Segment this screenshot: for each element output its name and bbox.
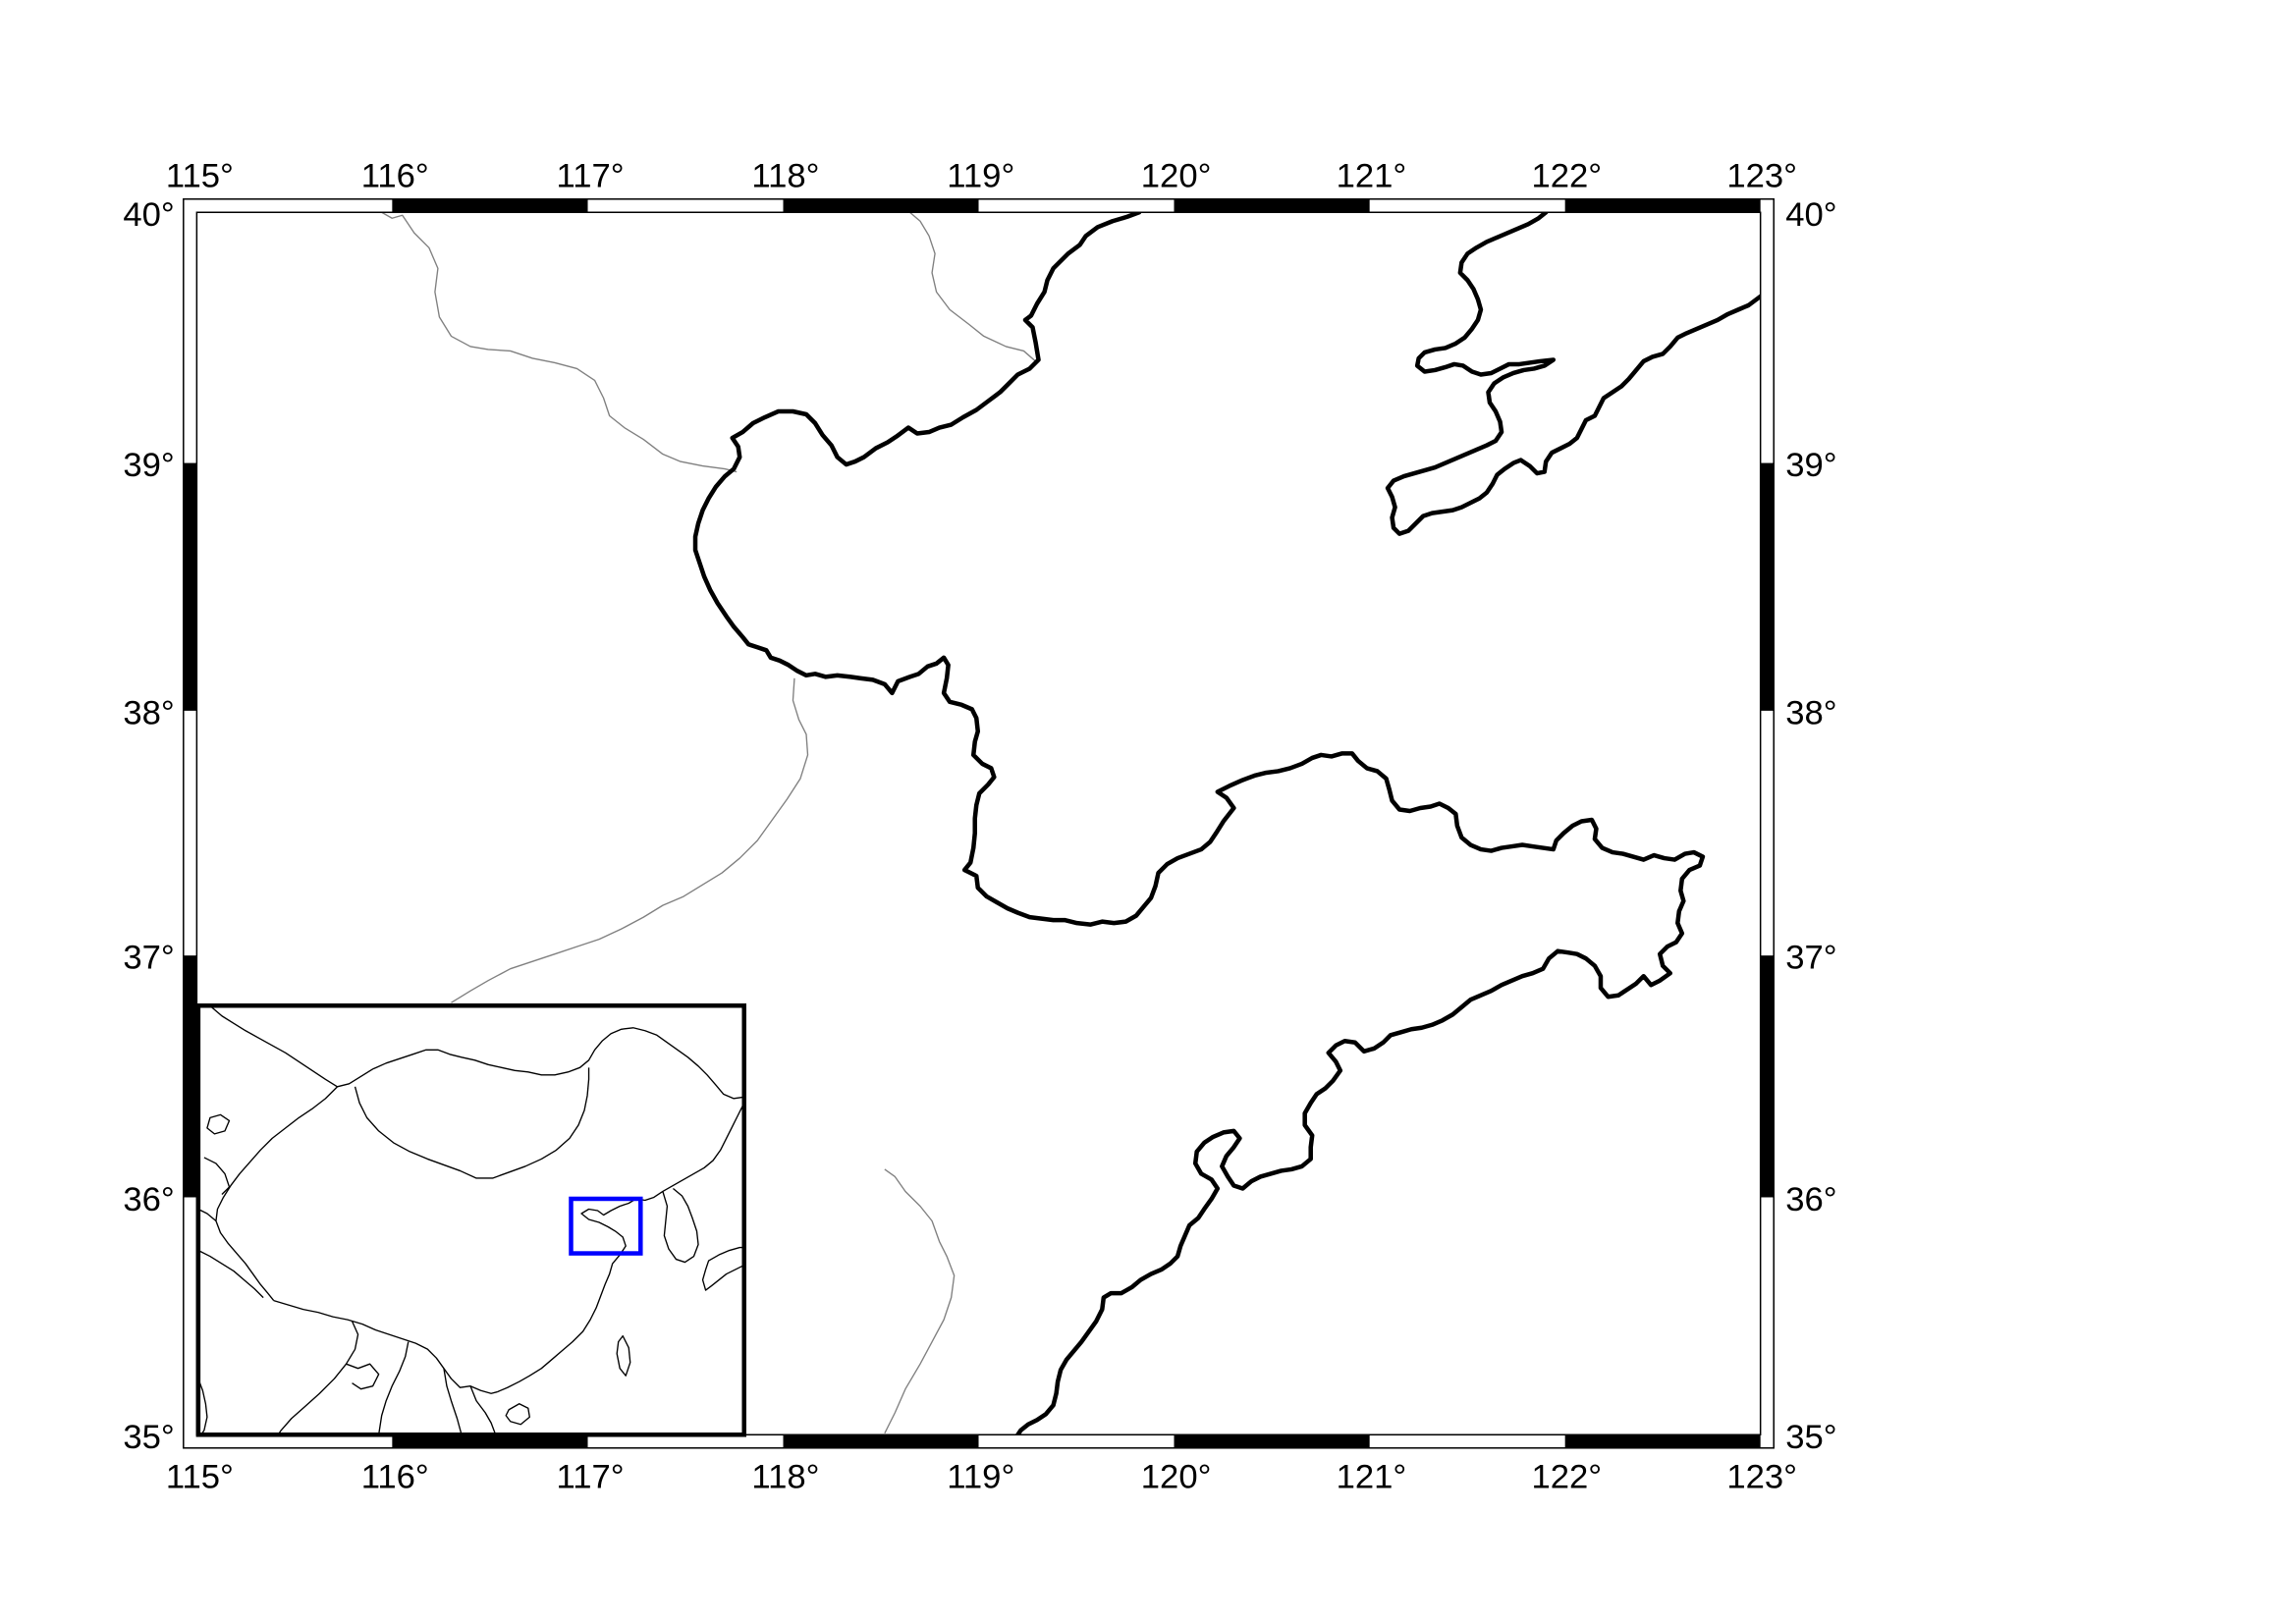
lon-label-bottom: 122°: [1532, 1458, 1603, 1495]
inset-boundary: [277, 1321, 380, 1435]
boundary-line: [381, 212, 738, 473]
inset-coastline-hainan: [505, 1403, 530, 1426]
frame-scale-bar: [783, 198, 979, 213]
lat-label-left: 35°: [123, 1419, 174, 1456]
inset-boundary: [377, 1341, 497, 1435]
inset-coastline: [496, 1103, 744, 1393]
lat-label-left: 38°: [123, 694, 174, 731]
lon-label-bottom: 121°: [1337, 1458, 1407, 1495]
lon-label-top: 120°: [1141, 158, 1212, 195]
lon-label-bottom: 116°: [361, 1458, 429, 1495]
lon-label-top: 116°: [361, 158, 429, 195]
frame-scale-bar: [1760, 462, 1775, 711]
frame-scale-bar: [1564, 198, 1761, 213]
frame-scale-bar: [1174, 198, 1370, 213]
lon-label-bottom: 117°: [557, 1458, 625, 1495]
lat-label-left: 37°: [123, 940, 174, 977]
frame-scale-bar: [183, 955, 197, 1198]
frame-scale-bar: [392, 1434, 588, 1448]
frame-scale-bar: [392, 198, 588, 213]
inset-map: [195, 1002, 747, 1437]
frame-scale-bar: [1564, 1434, 1761, 1448]
lon-label-bottom: 115°: [166, 1458, 234, 1495]
lat-label-right: 40°: [1785, 196, 1836, 234]
boundary-line: [884, 1168, 956, 1434]
map-content: [381, 212, 1761, 1435]
lon-label-top: 122°: [1532, 158, 1603, 195]
inset-coastline-japan: [701, 1246, 744, 1291]
frame-scale-bar: [183, 462, 197, 711]
boundary-line: [909, 212, 1036, 362]
inset-boundary: [215, 1086, 338, 1302]
frame-scale-bar: [1760, 955, 1775, 1198]
frame-scale-bar: [783, 1434, 979, 1448]
lat-label-right: 37°: [1785, 940, 1836, 977]
lon-label-top: 123°: [1726, 158, 1797, 195]
inset-boundary: [197, 1157, 264, 1435]
inset-region-box: [569, 1196, 643, 1256]
inset-coastline-taiwan: [616, 1334, 631, 1377]
lat-label-left: 40°: [123, 196, 174, 234]
lon-label-bottom: 120°: [1141, 1458, 1212, 1495]
lat-label-right: 39°: [1785, 447, 1836, 484]
coastline-bohai-shandong: [692, 212, 1706, 1435]
lat-label-left: 39°: [123, 447, 174, 484]
inset-coastline-korea: [662, 1187, 699, 1264]
inset-boundary: [210, 1006, 338, 1088]
inset-boundary: [273, 1299, 498, 1394]
lon-label-top: 117°: [557, 158, 625, 195]
frame-scale-bar: [1174, 1434, 1370, 1448]
lon-labels-top: 115° 116° 117° 118° 119° 120° 121° 122° …: [166, 158, 1797, 195]
inset-background: [197, 1005, 744, 1435]
inset-features: [197, 1006, 744, 1435]
boundary-line: [451, 677, 809, 1003]
lon-label-top: 119°: [947, 158, 1014, 195]
lat-label-right: 38°: [1785, 694, 1836, 731]
lon-label-top: 115°: [166, 158, 234, 195]
lon-label-top: 121°: [1337, 158, 1407, 195]
inset-lake: [206, 1113, 231, 1135]
map-frame: [183, 197, 1775, 1449]
coastline-liaodong: [1385, 212, 1761, 536]
lon-label-bottom: 118°: [751, 1458, 819, 1495]
lon-label-bottom: 123°: [1726, 1458, 1797, 1495]
lon-label-top: 118°: [751, 158, 819, 195]
lon-label-bottom: 119°: [947, 1458, 1014, 1495]
inset-boundary: [337, 1027, 744, 1100]
lat-label-right: 36°: [1785, 1181, 1836, 1218]
lat-label-right: 35°: [1785, 1419, 1836, 1456]
inset-boundary: [354, 1067, 590, 1179]
lat-labels-left: 40° 39° 38° 37° 36° 35°: [123, 196, 174, 1456]
lat-label-left: 36°: [123, 1181, 174, 1218]
lat-labels-right: 40° 39° 38° 37° 36° 35°: [1785, 196, 1836, 1456]
lon-labels-bottom: 115° 116° 117° 118° 119° 120° 121° 122° …: [166, 1458, 1797, 1495]
